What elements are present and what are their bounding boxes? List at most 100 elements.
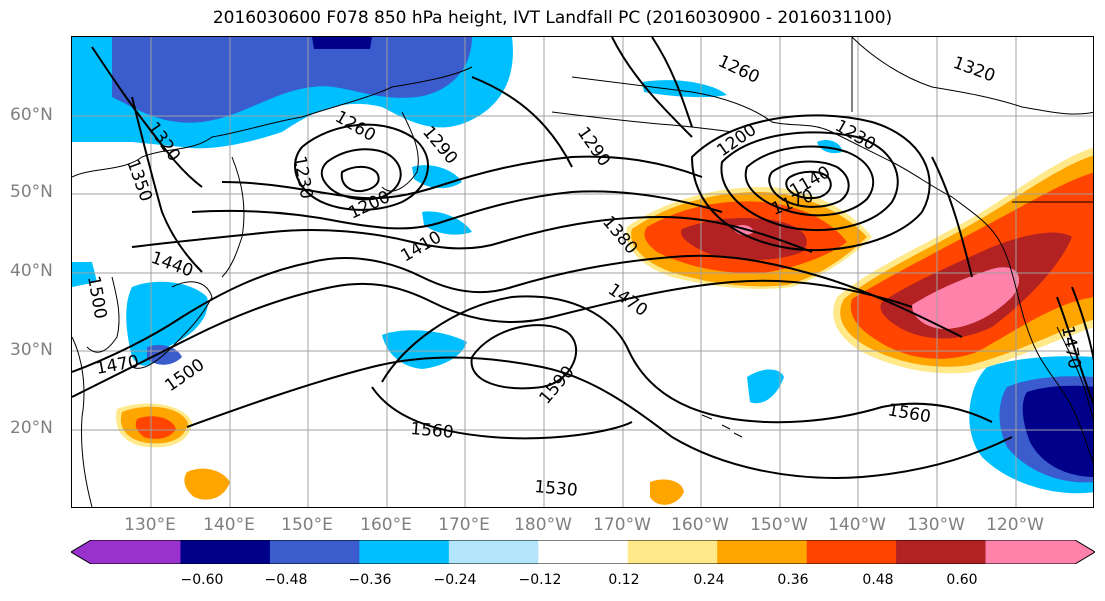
coastlines xyxy=(72,37,1093,507)
contour-1260-n xyxy=(611,37,693,138)
lon-label: 120°W xyxy=(986,515,1044,535)
colorbar-segments xyxy=(71,540,1095,564)
contour-label: 1290 xyxy=(418,122,461,168)
shade-blue-aleut xyxy=(642,80,727,98)
colorbar-segment xyxy=(538,540,629,564)
lon-label: 150°W xyxy=(750,515,808,535)
contour-low-w-3 xyxy=(340,165,380,193)
lon-label: 160°W xyxy=(671,515,729,535)
coast-hawaii xyxy=(701,414,743,438)
shade-blue-okhotsk xyxy=(412,165,462,189)
colorbar-tick: −0.48 xyxy=(264,572,308,588)
contour-1290-e xyxy=(651,37,693,128)
shade-blue-nw-darkest xyxy=(312,37,372,49)
contour-label: 1410 xyxy=(398,227,445,266)
colorbar-tick: 0.12 xyxy=(608,572,640,588)
coast-mexico xyxy=(1056,326,1093,421)
contour-1350 xyxy=(131,96,203,273)
contour-e-coast-1 xyxy=(931,156,973,278)
contour-label: 1500 xyxy=(83,274,110,320)
lon-label: 130°E xyxy=(124,515,176,535)
map-panel: 1320 1350 1260 1230 1200 1290 1410 1440 … xyxy=(71,36,1094,508)
contour-low-e-5 xyxy=(785,170,832,200)
lat-label: 40°N xyxy=(10,261,53,281)
colorbar-arrow-left xyxy=(71,540,91,564)
coast-korea xyxy=(86,276,120,353)
contour-low-e-3 xyxy=(744,145,875,217)
lon-label: 170°E xyxy=(438,515,490,535)
colorbar-tick: 0.48 xyxy=(862,572,894,588)
colorbar-segment xyxy=(448,540,539,564)
colorbar-tick: −0.60 xyxy=(180,572,224,588)
graticule xyxy=(72,37,1093,507)
map-canvas: 1320 1350 1260 1230 1200 1290 1410 1440 … xyxy=(72,37,1093,507)
contour-low-e-2 xyxy=(720,131,899,231)
colorbar-segment xyxy=(91,540,181,564)
coast-japan xyxy=(131,281,213,369)
contour-low-e-1 xyxy=(690,114,931,252)
contour-e-coast-2 xyxy=(1056,296,1093,405)
contour-e-coast-3 xyxy=(1071,286,1093,362)
coast-aleutians xyxy=(551,111,733,133)
contour-1290-n xyxy=(471,76,573,168)
contour-label: 1470 xyxy=(604,280,651,321)
ivt-negative-shading xyxy=(72,37,1093,494)
contour-low-w-1 xyxy=(294,123,429,211)
colorbar-tick: −0.12 xyxy=(518,572,562,588)
colorbar-tick: −0.36 xyxy=(348,572,392,588)
colorbar-arrow-right xyxy=(1075,540,1095,564)
contour-1530 xyxy=(186,356,1013,479)
colorbar xyxy=(71,540,1095,564)
shade-blue-nw-dark xyxy=(112,37,472,123)
colorbar-segment xyxy=(359,540,450,564)
colorbar-segment xyxy=(180,540,271,564)
colorbar-tick: −0.24 xyxy=(433,572,477,588)
contour-label: 1260 xyxy=(715,51,763,87)
colorbar-tick: 0.24 xyxy=(693,572,725,588)
coast-alaska xyxy=(571,76,953,198)
contour-label: 1290 xyxy=(573,123,614,170)
coast-asia xyxy=(72,66,473,178)
contour-1410 xyxy=(191,190,723,230)
contour-1590 xyxy=(470,324,578,390)
lat-label: 30°N xyxy=(10,340,53,360)
plot-title: 2016030600 F078 850 hPa height, IVT Land… xyxy=(212,8,893,28)
contour-label: 1440 xyxy=(148,248,195,282)
contour-label: 1200 xyxy=(713,120,760,161)
contour-1470 xyxy=(72,254,963,373)
shade-blue-se-dark xyxy=(1022,385,1093,477)
contour-label: 1320 xyxy=(950,53,997,87)
coast-sakhalin xyxy=(221,156,245,278)
lon-label: 170°W xyxy=(593,515,651,535)
lat-label: 50°N xyxy=(10,182,53,202)
contour-1560-a xyxy=(381,295,993,424)
ivt-positive-shading xyxy=(116,147,1093,505)
coast-north-america xyxy=(951,196,1093,464)
lon-label: 160°E xyxy=(360,515,412,535)
coast-china xyxy=(72,336,93,507)
lat-label: 60°N xyxy=(10,105,53,125)
contour-label: 1590 xyxy=(536,362,579,408)
colorbar-segment xyxy=(269,540,360,564)
colorbar-segment xyxy=(896,540,987,564)
shade-blue-midpac2 xyxy=(422,211,472,235)
colorbar-tick: 0.36 xyxy=(777,572,809,588)
lon-label: 180°W xyxy=(514,515,572,535)
shade-blue-nearjapan-dark xyxy=(147,345,182,365)
shade-warm-ar2-pink xyxy=(912,267,1020,329)
contour-label: 1470 xyxy=(94,352,140,379)
shade-warm-south xyxy=(184,468,230,500)
shade-warm-south2 xyxy=(650,479,684,505)
colorbar-segment xyxy=(806,540,897,564)
colorbar-tick: 0.60 xyxy=(946,572,978,588)
shade-blue-sw xyxy=(72,262,97,287)
shade-blue-nearjapan xyxy=(126,281,208,366)
shade-warm-sw-red xyxy=(135,416,176,439)
coast-canada-n xyxy=(851,37,1093,115)
lon-label: 140°E xyxy=(203,515,255,535)
lon-label: 140°W xyxy=(828,515,886,535)
height-contours xyxy=(72,37,1093,479)
contour-label: 1200 xyxy=(346,187,394,223)
contour-1380 xyxy=(221,155,703,200)
contour-low-w-2 xyxy=(320,148,402,201)
